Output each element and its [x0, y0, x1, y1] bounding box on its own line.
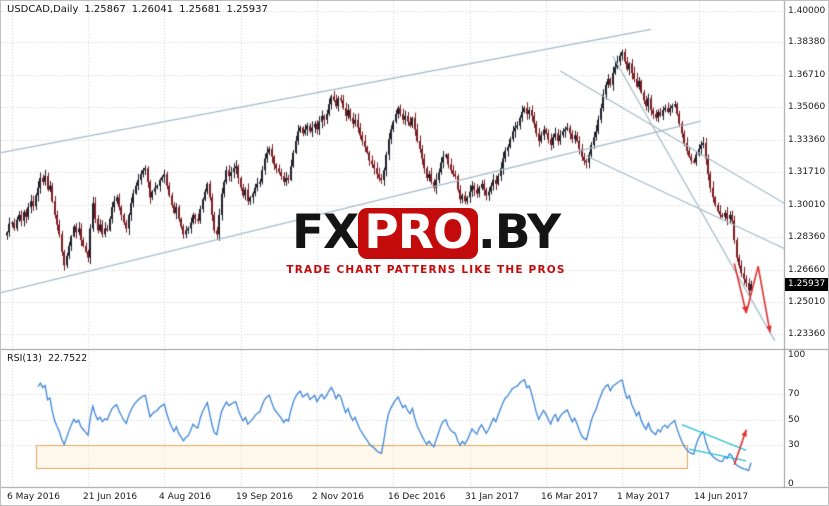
fxpro-watermark: FX PRO .BY TRADE CHART PATTERNS LIKE THE P… — [285, 207, 567, 276]
rsi-indicator-label: RSI(13) 22.7522 — [7, 353, 87, 364]
logo-text-by: .BY — [477, 205, 561, 260]
logo-text-fx: FX — [291, 205, 359, 260]
logo-tagline: TRADE CHART PATTERNS LIKE THE PROS — [286, 263, 566, 276]
logo-pro-badge: PRO — [358, 207, 478, 259]
fxpro-logo: FX PRO .BY — [285, 207, 567, 259]
ohlc-low-value: 1.25681 — [179, 4, 221, 15]
symbol-period-label: USDCAD,Daily — [7, 4, 79, 15]
current-price-tag: 1.25937 — [785, 278, 828, 291]
chart-header: USDCAD,Daily 1.25867 1.26041 1.25681 1.2… — [7, 4, 268, 15]
ohlc-high-value: 1.26041 — [131, 4, 174, 15]
logo-tagline-row: TRADE CHART PATTERNS LIKE THE PROS — [285, 264, 567, 276]
ohlc-open-value: 1.25867 — [84, 4, 126, 15]
rsi-name: RSI(13) — [7, 353, 42, 364]
rsi-current-value: 22.7522 — [47, 353, 88, 364]
ohlc-close-value: 1.25937 — [226, 4, 268, 15]
